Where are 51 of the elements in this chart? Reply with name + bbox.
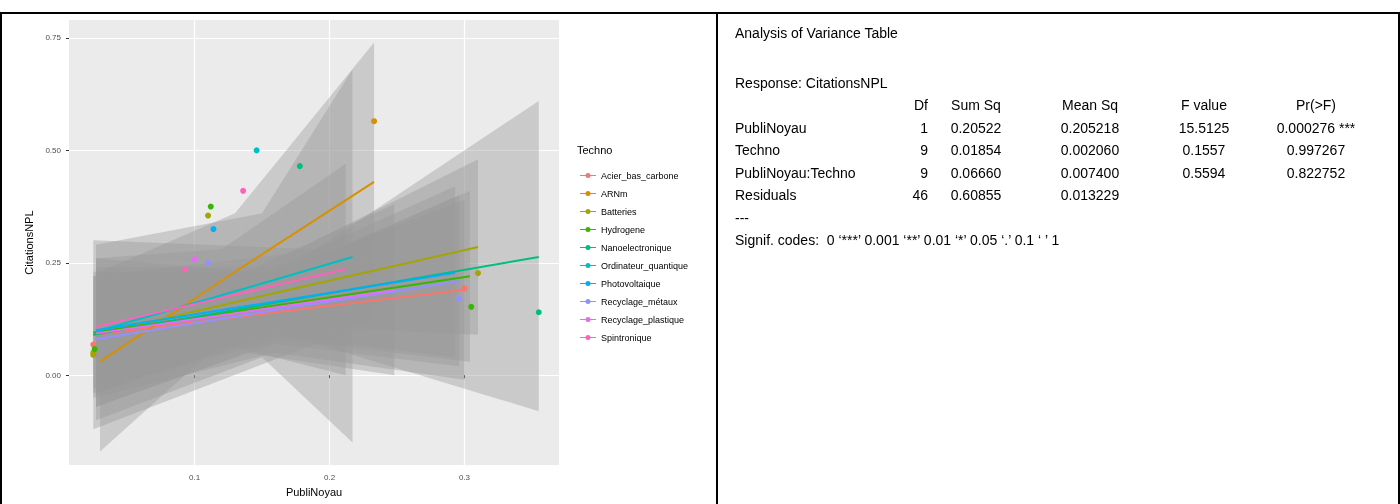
text: 0.007400: [1060, 164, 1120, 181]
text: 9: [920, 142, 928, 158]
legend-label: Recyclage_métaux: [601, 296, 679, 307]
x-tick-label: 0.1: [188, 472, 201, 482]
text: 1: [920, 119, 928, 136]
legend-label: ARNm: [601, 188, 628, 199]
legend-label: Spintronique: [601, 332, 652, 343]
y-axis-title: CitationsNPL: [23, 210, 36, 275]
text: 0.1557: [1182, 142, 1226, 158]
x-tick-label: 0.2: [323, 472, 336, 482]
category-label: Techno: [735, 142, 781, 158]
text: Analysis of Variance Table: [735, 24, 898, 42]
text: 0.002060: [1060, 142, 1120, 158]
y-tick-label: 0.50: [45, 145, 62, 155]
text: 0.997267: [1286, 142, 1346, 158]
text: ---: [735, 208, 749, 227]
legend-label: Batteries: [601, 206, 638, 217]
legend-label: Nanoelectronique: [601, 242, 672, 253]
text: 0.01854: [950, 142, 1002, 158]
text: 9: [920, 164, 928, 181]
legend-label: Hydrogene: [601, 224, 646, 235]
category-label: Mean Sq: [1061, 97, 1119, 113]
y-tick-label: 0.75: [45, 33, 62, 43]
category-label: Df: [913, 96, 928, 114]
y-tick-label: 0.25: [45, 258, 62, 268]
text: 0.822752: [1286, 164, 1346, 181]
text: 0.5594: [1182, 164, 1226, 181]
category-label: PubliNoyau: [735, 119, 807, 136]
text: 15.5125: [1178, 119, 1230, 136]
text: 0.20522: [950, 119, 1002, 136]
text: 0.06660: [950, 164, 1002, 181]
category-label: PubliNoyau:Techno: [735, 164, 856, 181]
x-axis-title: PubliNoyau: [285, 485, 343, 498]
category-label: F value: [1181, 97, 1227, 113]
category-label: Sum Sq: [951, 97, 1001, 113]
text: Signif. codes: 0 ‘***’ 0.001 ‘**’ 0.01 ‘*’ 0.05 ‘.’ 0.1 ‘ ’ 1: [735, 231, 1060, 249]
category-label: Pr(>F): [1295, 97, 1337, 113]
category-label: Residuals: [735, 187, 797, 203]
y-tick-label: 0.00: [45, 370, 62, 380]
text: 46: [912, 187, 928, 203]
text: 0.000276 ***: [1276, 119, 1356, 136]
legend-label: Acier_bas_carbone: [601, 170, 679, 181]
legend-label: Photovoltaique: [601, 278, 661, 289]
legend-title: Techno: [577, 143, 613, 156]
legend-label: Ordinateur_quantique: [601, 260, 689, 271]
text: 0.013229: [1060, 187, 1120, 203]
x-tick-label: 0.3: [458, 472, 471, 482]
text: 0.60855: [950, 187, 1002, 203]
text: Response: CitationsNPL: [735, 74, 888, 92]
text: 0.205218: [1060, 119, 1120, 136]
legend-label: Recyclage_plastique: [601, 314, 685, 325]
